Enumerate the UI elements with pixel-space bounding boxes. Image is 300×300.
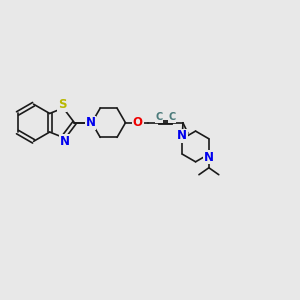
Text: C: C — [155, 112, 163, 122]
Text: N: N — [59, 135, 70, 148]
Text: N: N — [85, 116, 95, 129]
Text: N: N — [204, 151, 214, 164]
Text: S: S — [58, 98, 66, 111]
Text: C: C — [168, 112, 175, 122]
Text: N: N — [177, 129, 187, 142]
Text: O: O — [133, 116, 143, 129]
